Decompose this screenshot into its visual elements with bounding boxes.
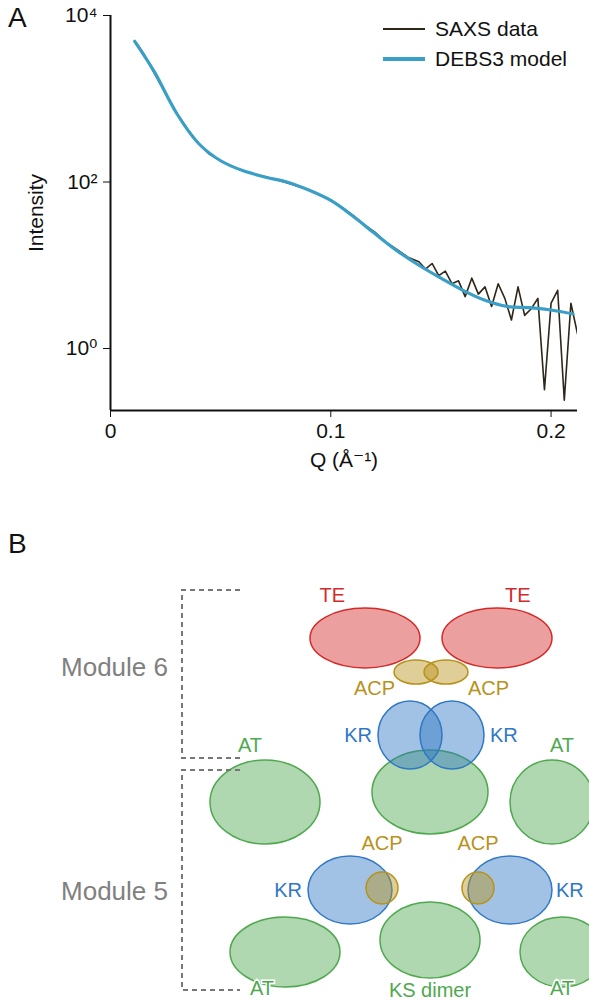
svg-text:Module 5: Module 5 bbox=[61, 876, 168, 906]
svg-text:Intensity: Intensity bbox=[24, 173, 47, 252]
svg-text:ACP: ACP bbox=[354, 677, 395, 699]
svg-text:TE: TE bbox=[505, 584, 531, 606]
svg-text:10⁰: 10⁰ bbox=[66, 336, 98, 359]
svg-text:ACP: ACP bbox=[468, 677, 509, 699]
svg-text:Q (Å⁻¹): Q (Å⁻¹) bbox=[310, 448, 378, 471]
svg-text:10²: 10² bbox=[67, 170, 97, 193]
svg-text:0.2: 0.2 bbox=[536, 419, 565, 442]
svg-text:10⁴: 10⁴ bbox=[65, 3, 97, 26]
svg-text:AT: AT bbox=[550, 977, 574, 999]
svg-text:ACP: ACP bbox=[457, 832, 498, 854]
svg-text:ACP: ACP bbox=[361, 832, 402, 854]
svg-text:KR: KR bbox=[344, 724, 372, 746]
svg-text:TE: TE bbox=[319, 584, 345, 606]
svg-text:AT: AT bbox=[250, 977, 274, 999]
svg-text:KR: KR bbox=[274, 879, 302, 901]
svg-text:AT: AT bbox=[550, 734, 574, 756]
svg-text:Module 6: Module 6 bbox=[61, 652, 168, 682]
html-text:A: A bbox=[8, 2, 27, 33]
svg-text:0: 0 bbox=[105, 419, 117, 442]
html-text:DEBS3 model: DEBS3 model bbox=[435, 47, 567, 70]
svg-text:AT: AT bbox=[238, 734, 262, 756]
svg-text:KR: KR bbox=[490, 724, 518, 746]
html-text:SAXS data: SAXS data bbox=[435, 17, 538, 40]
html-text:B: B bbox=[8, 528, 27, 559]
svg-text:0.1: 0.1 bbox=[316, 419, 345, 442]
svg-text:KR: KR bbox=[556, 879, 584, 901]
svg-text:KS dimer: KS dimer bbox=[389, 979, 472, 1000]
